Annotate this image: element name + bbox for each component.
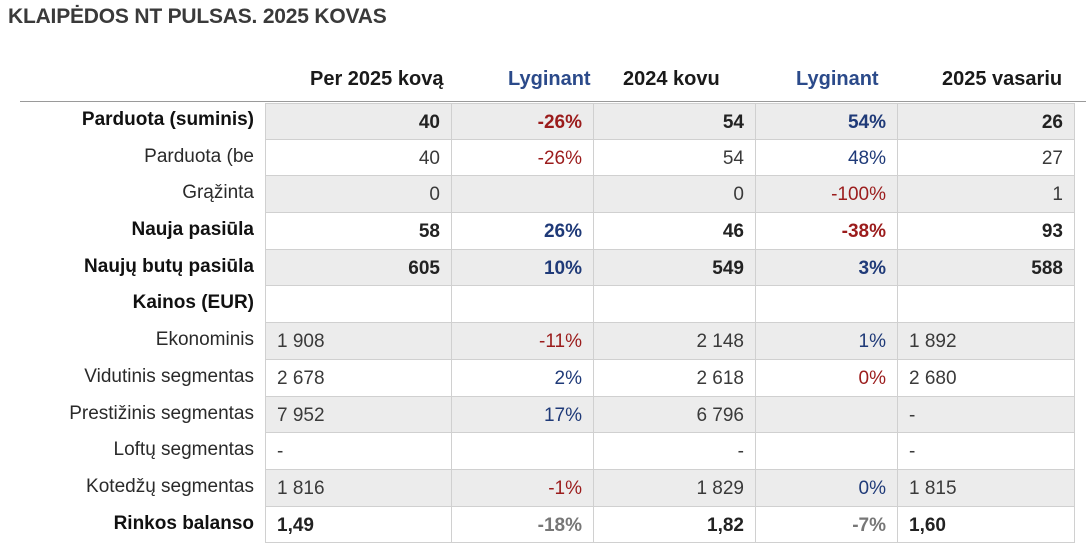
row-label: Grąžinta [182,182,254,204]
row-label: Nauja pasiūla [131,219,255,241]
table-cell: 1 829 [593,469,755,507]
table-cell: - [593,433,755,470]
table-cell: 1,82 [593,506,755,544]
table-cell: 1 [897,176,1075,214]
table-cell: -18% [451,506,593,544]
table-row: Prestižinis segmentas 7 952 17% 6 796 - [0,396,1086,434]
header-per-2025-kova: Per 2025 kovą [310,68,444,90]
table-row: Kotedžų segmentas 1 816 -1% 1 829 0% 1 8… [0,469,1086,507]
table-cell: 93 [897,213,1075,250]
table-row: Kainos (EUR) [0,286,1086,324]
table-cell: 6 796 [593,396,755,434]
table-cell: 48% [755,139,897,177]
table-cell: 54 [593,103,755,140]
data-table: Parduota (suminis) 40 -26% 54 54% 26 Par… [0,103,1086,544]
table-cell: -7% [755,506,897,544]
table-cell: - [897,433,1075,470]
table-cell [897,286,1075,324]
row-label: Rinkos balanso [113,512,254,534]
table-cell: 26% [451,213,593,250]
page-title: KLAIPĖDOS NT PULSAS. 2025 KOVAS [8,5,387,28]
table-cell: -100% [755,176,897,214]
row-label: Kotedžų segmentas [86,475,254,497]
table-cell: 1 816 [265,469,451,507]
header-2024-kovu: 2024 kovu [623,68,720,90]
table-cell: -26% [451,103,593,140]
row-label: Prestižinis segmentas [69,402,254,424]
row-label: Parduota (suminis) [81,109,254,130]
table-cell: -38% [755,213,897,250]
table-cell [451,433,593,470]
table-cell: -11% [451,323,593,360]
table-row: Naujų butų pasiūla 605 10% 549 3% 588 [0,249,1086,287]
table-cell: 10% [451,249,593,287]
table-cell [755,433,897,470]
table-cell: 7 952 [265,396,451,434]
header-lyginant-2: Lyginant [796,68,879,90]
table-cell: -26% [451,139,593,177]
table-cell: 46 [593,213,755,250]
table-cell: 54 [593,139,755,177]
table-row: Nauja pasiūla 58 26% 46 -38% 93 [0,213,1086,250]
table-cell [451,176,593,214]
table-cell: 0% [755,359,897,397]
table-row: Grąžinta 0 0 -100% 1 [0,176,1086,214]
table-cell: 1 908 [265,323,451,360]
table-row: Parduota (suminis) 40 -26% 54 54% 26 [0,103,1086,140]
table-cell: 27 [897,139,1075,177]
table-cell: 2 148 [593,323,755,360]
table-cell: 2% [451,359,593,397]
table-cell: 1,60 [897,506,1075,544]
table-cell: 0 [593,176,755,214]
table-cell: 1 892 [897,323,1075,360]
table-cell: 588 [897,249,1075,287]
table-cell: 2 680 [897,359,1075,397]
table-cell: - [265,433,451,470]
header-divider [20,101,1086,102]
table-cell: - [897,396,1075,434]
table-cell: 1% [755,323,897,360]
table-cell [755,396,897,434]
row-label: Kainos (EUR) [132,292,254,314]
row-label: Loftų segmentas [113,439,254,461]
table-cell: 1 815 [897,469,1075,507]
table-cell [593,286,755,324]
table-cell: 40 [265,103,451,140]
header-lyginant-1: Lyginant [508,68,591,90]
header-2025-vasariu: 2025 vasariu [942,68,1063,90]
table-cell [451,286,593,324]
row-label: Naujų butų pasiūla [84,255,254,277]
table-cell: 40 [265,139,451,177]
table-cell: 2 678 [265,359,451,397]
row-label: Ekonominis [155,329,254,351]
table-row: Loftų segmentas - - - [0,433,1086,470]
table-cell: 1,49 [265,506,451,544]
table-cell: -1% [451,469,593,507]
table-cell: 0 [265,176,451,214]
table-cell: 0% [755,469,897,507]
table-cell: 58 [265,213,451,250]
table-cell: 2 618 [593,359,755,397]
table-row: Rinkos balanso 1,49 -18% 1,82 -7% 1,60 [0,506,1086,544]
table-cell: 17% [451,396,593,434]
table-row: Ekonominis 1 908 -11% 2 148 1% 1 892 [0,323,1086,360]
table-row: Parduota (be 40 -26% 54 48% 27 [0,139,1086,177]
row-label: Vidutinis segmentas [84,365,254,387]
table-cell: 3% [755,249,897,287]
table-cell: 605 [265,249,451,287]
table-row: Vidutinis segmentas 2 678 2% 2 618 0% 2 … [0,359,1086,397]
table-cell: 549 [593,249,755,287]
row-label: Parduota (be [144,145,254,167]
table-cell: 54% [755,103,897,140]
table-cell [265,286,451,324]
table-cell: 26 [897,103,1075,140]
table-cell [755,286,897,324]
